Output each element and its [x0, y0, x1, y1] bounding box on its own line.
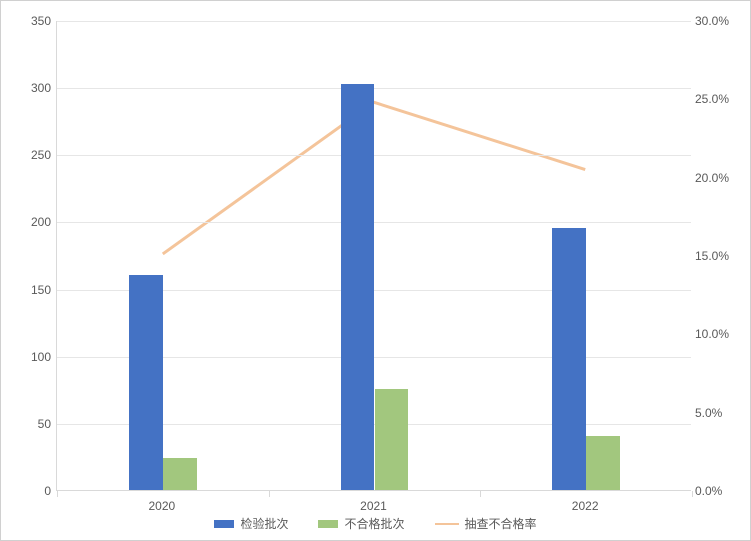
- bar-failed: [586, 436, 620, 490]
- legend-item-failed: 不合格批次: [318, 515, 404, 532]
- y-right-tick-label: 20.0%: [695, 171, 745, 185]
- y-left-tick-label: 250: [6, 148, 51, 162]
- y-left-tick-label: 200: [6, 215, 51, 229]
- bar-inspected: [552, 228, 586, 490]
- y-left-tick-label: 50: [6, 417, 51, 431]
- combo-chart: 检验批次 不合格批次 抽查不合格率 0 50 100 150 200 250 300 350 0…: [0, 0, 751, 541]
- y-right-tick-label: 5.0%: [695, 406, 745, 420]
- y-right-tick-label: 25.0%: [695, 92, 745, 106]
- bar-failed: [375, 389, 409, 490]
- y-right-tick-label: 30.0%: [695, 14, 745, 28]
- gridline: [57, 21, 691, 22]
- y-left-tick-label: 0: [6, 484, 51, 498]
- legend-item-failrate: 抽查不合格率: [435, 515, 537, 532]
- x-tick: [692, 491, 693, 497]
- x-tick: [480, 491, 481, 497]
- legend-label-failed: 不合格批次: [344, 515, 404, 532]
- bar-inspected: [341, 84, 375, 490]
- x-tick-label: 2022: [572, 499, 599, 513]
- x-tick: [269, 491, 270, 497]
- bar-failed: [163, 458, 197, 490]
- legend: 检验批次 不合格批次 抽查不合格率: [1, 515, 750, 532]
- y-left-tick-label: 150: [6, 283, 51, 297]
- x-tick-label: 2021: [360, 499, 387, 513]
- y-left-tick-label: 100: [6, 350, 51, 364]
- plot-area: [56, 21, 691, 491]
- y-left-tick-label: 350: [6, 14, 51, 28]
- legend-label-inspected: 检验批次: [240, 515, 288, 532]
- legend-swatch-failed: [318, 520, 338, 528]
- x-tick-label: 2020: [148, 499, 175, 513]
- y-right-tick-label: 0.0%: [695, 484, 745, 498]
- legend-swatch-inspected: [214, 520, 234, 528]
- legend-label-failrate: 抽查不合格率: [465, 515, 537, 532]
- y-right-tick-label: 15.0%: [695, 249, 745, 263]
- y-left-tick-label: 300: [6, 81, 51, 95]
- legend-swatch-failrate: [435, 523, 459, 525]
- bar-inspected: [129, 275, 163, 490]
- y-right-tick-label: 10.0%: [695, 327, 745, 341]
- legend-item-inspected: 检验批次: [214, 515, 288, 532]
